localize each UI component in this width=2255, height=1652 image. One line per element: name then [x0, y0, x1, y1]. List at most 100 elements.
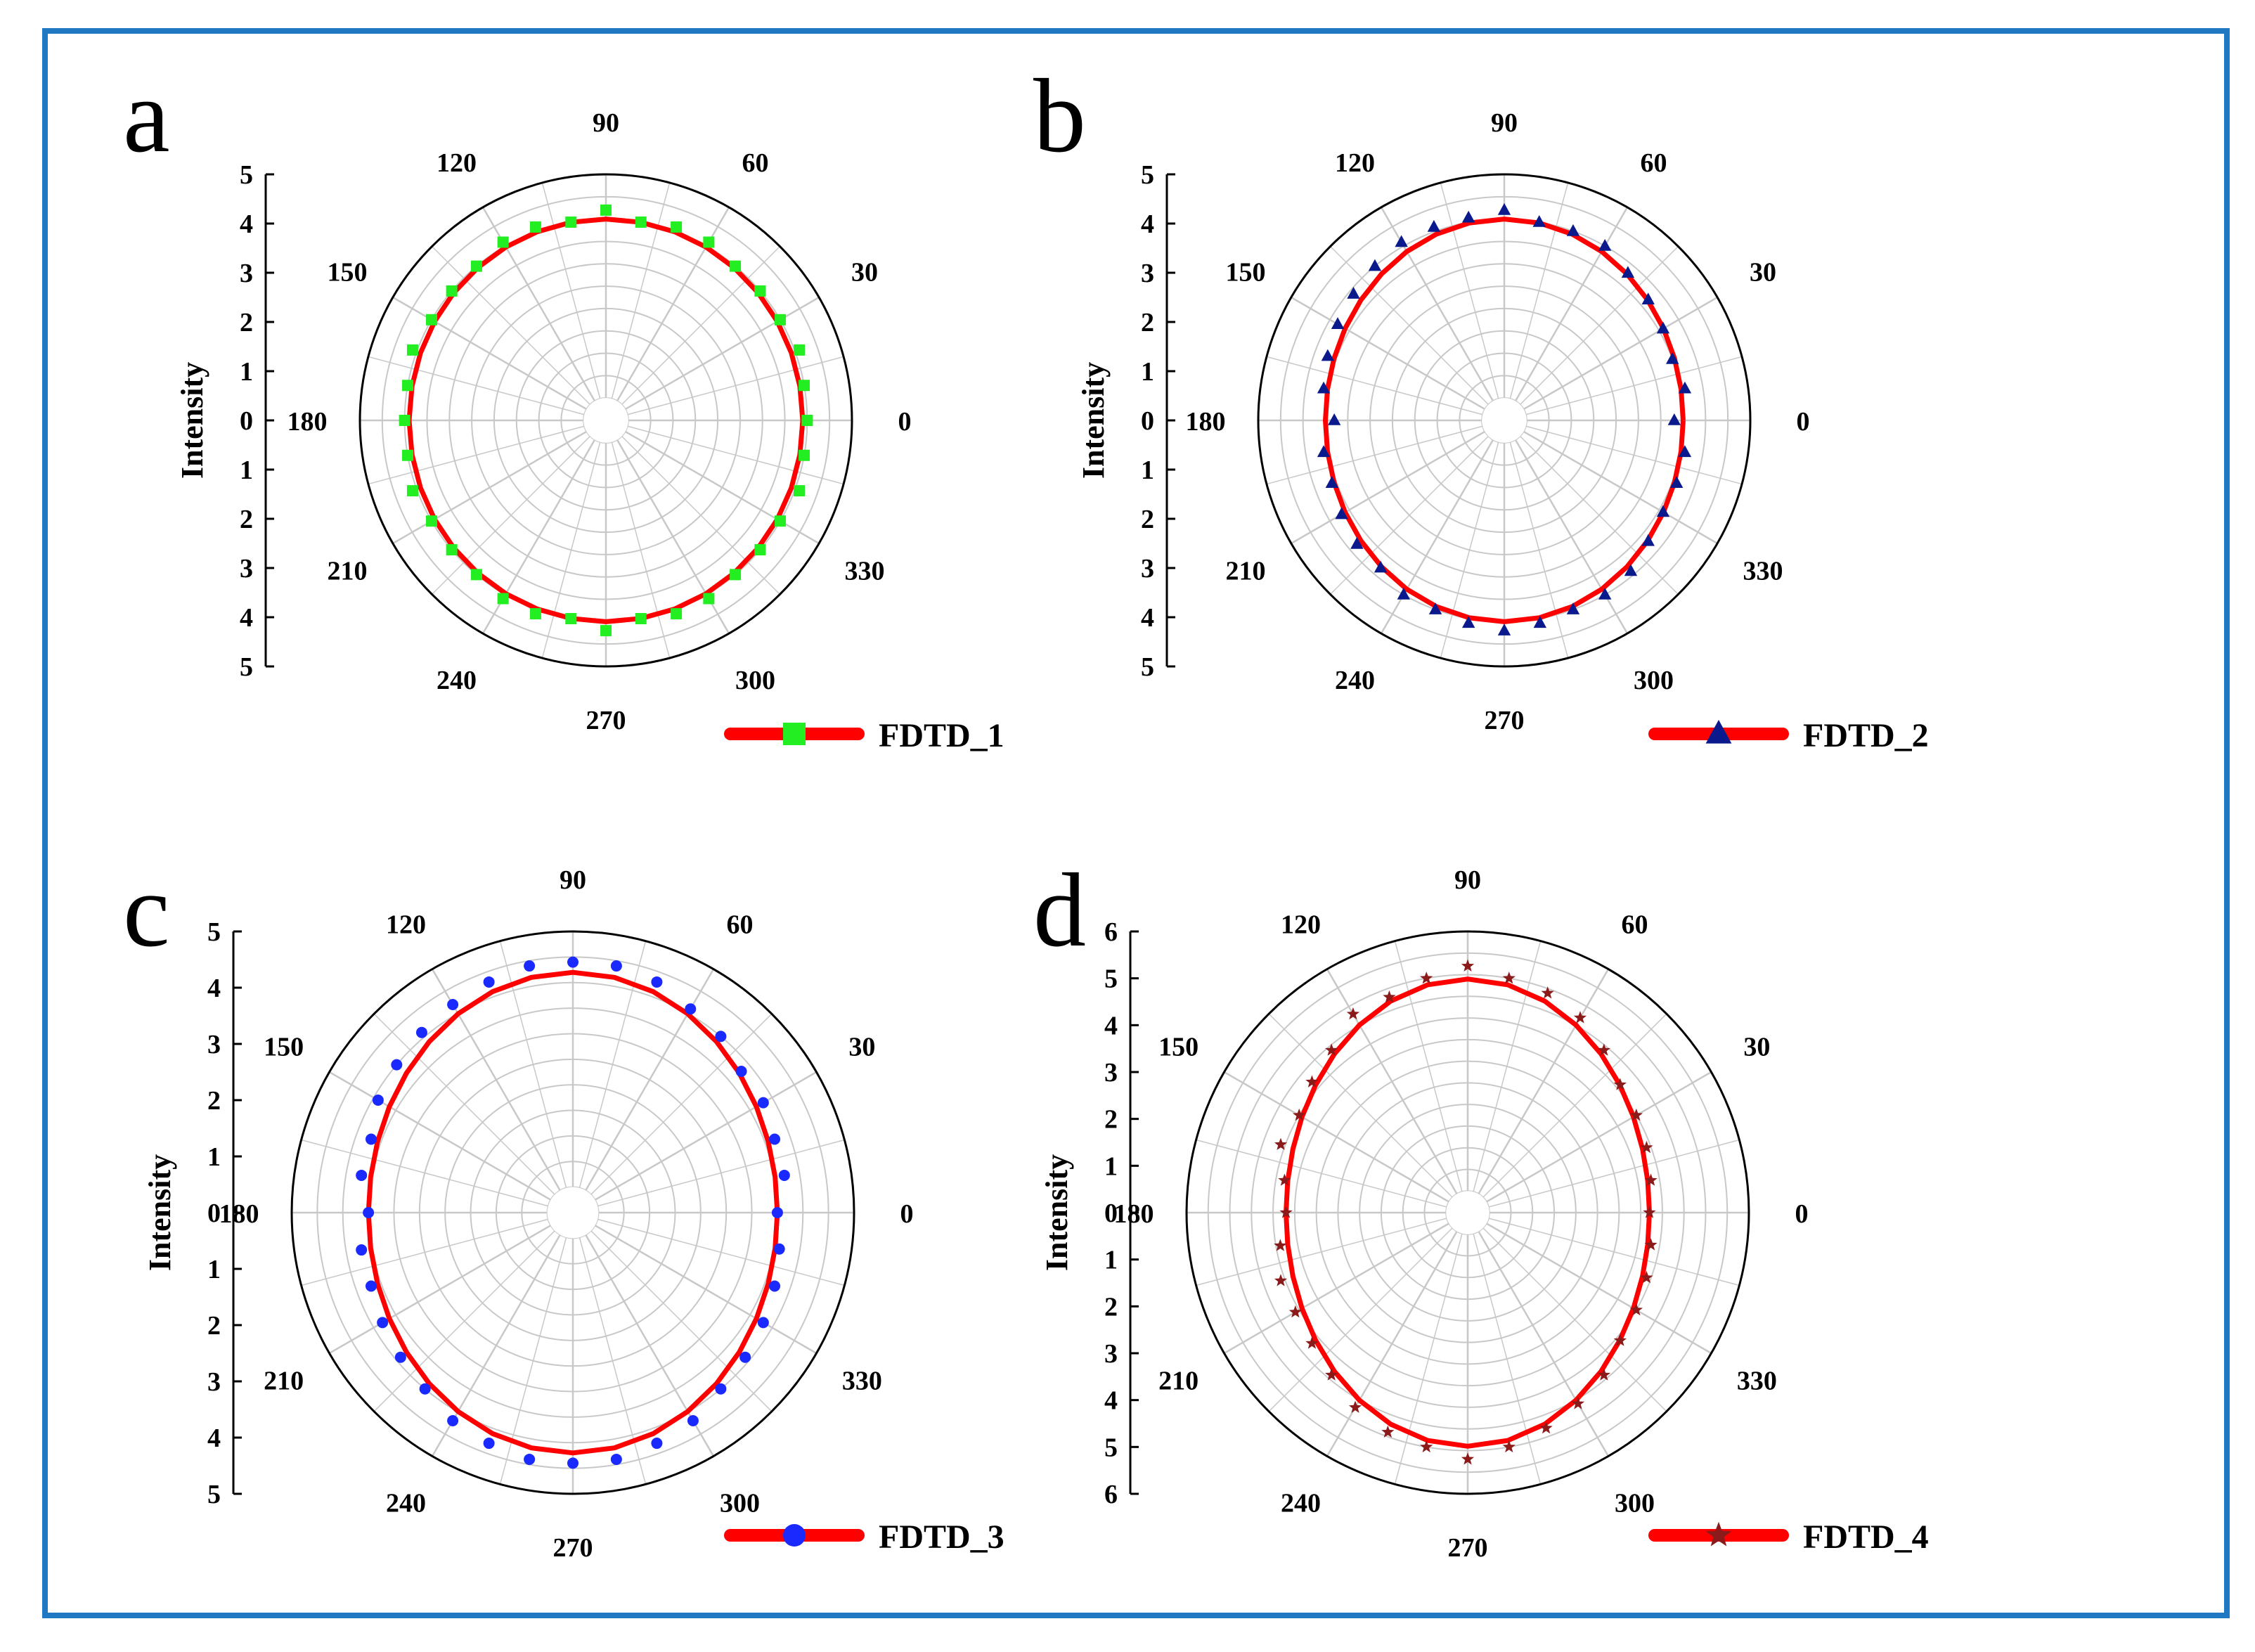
data-point — [377, 1317, 389, 1329]
legend-label: FDTD_1 — [879, 717, 1004, 754]
data-point — [419, 1383, 431, 1395]
data-point — [687, 1415, 699, 1427]
data-point — [774, 314, 786, 325]
grid-spoke — [627, 356, 844, 415]
data-point — [754, 285, 766, 297]
data-point — [1598, 239, 1612, 251]
outer-circle — [1257, 173, 1752, 668]
grid-spoke — [482, 207, 596, 402]
data-point — [1667, 413, 1681, 425]
data-point — [1573, 1011, 1587, 1024]
axis-tick-label: 4 — [207, 1424, 221, 1453]
outer-circle — [290, 930, 855, 1495]
grid-spoke — [1394, 941, 1463, 1192]
data-point — [1381, 1425, 1395, 1438]
data-markers — [399, 204, 813, 637]
data-point — [1541, 986, 1554, 999]
data-point — [1325, 1043, 1338, 1056]
data-point — [799, 449, 810, 461]
data-point — [715, 1031, 727, 1043]
polar-panel-b: b030609012015018021024027030033054321012… — [1033, 58, 1929, 754]
data-point — [610, 960, 622, 972]
angle-label: 270 — [1448, 1533, 1488, 1563]
data-point — [635, 216, 647, 228]
axis-tick-label: 4 — [240, 603, 253, 633]
angle-label: 150 — [327, 258, 367, 288]
grid-spoke — [1268, 1013, 1453, 1198]
grid-spoke — [482, 439, 596, 634]
grid-spoke — [611, 441, 671, 659]
grid-spoke — [1196, 1218, 1447, 1286]
grid-spoke — [1266, 425, 1483, 485]
data-point — [529, 221, 541, 233]
angle-label: 180 — [1114, 1199, 1154, 1229]
panel-letter: c — [123, 852, 170, 969]
angle-label: 300 — [1615, 1488, 1655, 1518]
axis-tick-label: 1 — [1104, 1151, 1118, 1181]
angle-label: 120 — [437, 148, 477, 178]
legend: FDTD_2 — [1648, 717, 1929, 754]
data-point — [610, 1453, 622, 1465]
angle-label: 30 — [1750, 258, 1776, 288]
grid-spoke — [1486, 1222, 1712, 1355]
data-point — [1331, 317, 1345, 329]
axis-tick-label: 5 — [207, 1480, 221, 1509]
grid-spoke — [585, 968, 715, 1192]
data-point — [1321, 349, 1335, 361]
angle-label: 180 — [219, 1199, 259, 1229]
axis-tick-label: 3 — [207, 1030, 221, 1059]
grid-spoke — [1525, 356, 1743, 415]
data-point — [771, 1207, 783, 1218]
data-point — [1461, 616, 1475, 628]
legend: FDTD_4 — [1648, 1518, 1929, 1556]
data-point — [671, 608, 683, 620]
radial-axis: 6 5 4 3 2 1 0 1 2 3 4 5 6 Intensity — [1040, 917, 1139, 1509]
grid-spoke — [1473, 1233, 1542, 1485]
data-point — [1374, 560, 1388, 573]
data-point — [356, 1169, 368, 1181]
data-point — [446, 285, 458, 297]
grid-spoke — [1223, 1071, 1449, 1203]
grid-spoke — [1394, 1233, 1463, 1485]
data-point — [715, 1383, 727, 1395]
data-point — [1347, 287, 1360, 299]
axis-tick-label: 6 — [1104, 917, 1118, 947]
grid-spoke — [621, 435, 781, 595]
axis-tick-label: 2 — [240, 308, 253, 337]
radial-axis: 5 4 3 2 1 0 1 2 3 4 5 Intensity — [1076, 160, 1175, 682]
grid-spoke — [621, 245, 781, 406]
axis-tick-label: 4 — [1104, 1386, 1118, 1416]
grid-spoke — [368, 425, 585, 485]
grid-spoke — [1473, 941, 1542, 1192]
data-point — [565, 613, 577, 625]
data-point — [1621, 266, 1635, 278]
data-point — [446, 544, 458, 556]
data-point — [1566, 224, 1580, 236]
grid-spoke — [616, 207, 730, 402]
data-point — [1346, 1007, 1360, 1020]
data-point — [567, 1457, 579, 1469]
y-axis-label: Intensity — [1076, 362, 1111, 479]
axis-tick-label: 2 — [240, 505, 253, 534]
grid-spoke — [1196, 1139, 1447, 1208]
data-point — [394, 1351, 406, 1363]
angle-label: 150 — [1225, 258, 1265, 288]
grid-spoke — [1329, 435, 1490, 595]
angle-label: 300 — [1634, 666, 1674, 695]
angle-label: 60 — [1622, 910, 1648, 940]
axis-tick-label: 4 — [1141, 209, 1154, 239]
angle-label: 150 — [1158, 1033, 1198, 1062]
axis-tick-label: 3 — [207, 1367, 221, 1397]
data-point — [372, 1095, 384, 1106]
data-point — [365, 1280, 377, 1292]
data-point — [1533, 616, 1547, 628]
data-point — [773, 1243, 785, 1255]
angle-label: 240 — [437, 666, 477, 695]
axis-tick-label: 5 — [1141, 160, 1154, 190]
data-point — [651, 976, 663, 988]
radial-axis: 5 4 3 2 1 0 1 2 3 4 5 Intensity — [143, 917, 242, 1509]
angle-label: 60 — [1641, 148, 1667, 178]
grid-spoke — [499, 941, 567, 1189]
grid-spoke — [373, 1013, 555, 1195]
data-point — [1613, 1334, 1627, 1346]
